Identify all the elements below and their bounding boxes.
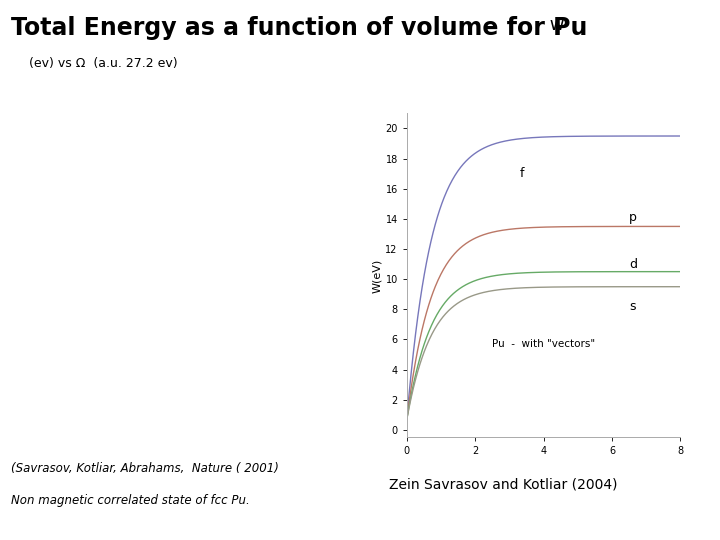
Y-axis label: W(eV): W(eV) <box>373 258 382 293</box>
Text: Pu  -  with "vectors": Pu - with "vectors" <box>492 339 595 349</box>
Text: p: p <box>629 211 637 224</box>
Text: s: s <box>629 300 636 313</box>
Text: w: w <box>544 16 564 34</box>
Text: Total Energy as a function of volume for Pu: Total Energy as a function of volume for… <box>11 16 588 40</box>
Text: (Savrasov, Kotliar, Abrahams,  Nature ( 2001): (Savrasov, Kotliar, Abrahams, Nature ( 2… <box>11 462 279 475</box>
Text: (ev) vs Ω  (a.u. 27.2 ev): (ev) vs Ω (a.u. 27.2 ev) <box>29 57 177 70</box>
Text: d: d <box>629 258 637 271</box>
Text: f: f <box>520 167 524 180</box>
Text: Zein Savrasov and Kotliar (2004): Zein Savrasov and Kotliar (2004) <box>389 478 617 492</box>
Text: Non magnetic correlated state of fcc Pu.: Non magnetic correlated state of fcc Pu. <box>11 494 250 507</box>
